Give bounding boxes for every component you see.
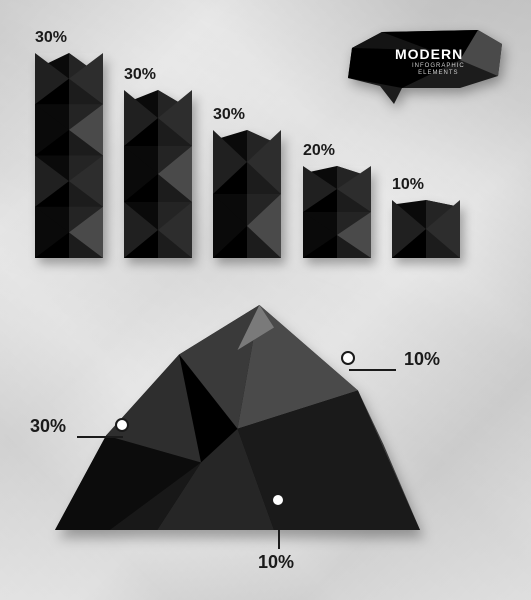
bubble-subtitle: INFOGRAPHIC ELEMENTS <box>412 63 465 77</box>
title-bubble: MODERNINFOGRAPHIC ELEMENTS <box>340 30 505 108</box>
infographic-canvas: MODERNINFOGRAPHIC ELEMENTS 30% 30% 30% 20% 1… <box>0 0 531 600</box>
callout-label-1: 10% <box>404 349 440 370</box>
bar-5 <box>392 200 460 263</box>
callout-line-3 <box>278 500 280 555</box>
pyramid-chart <box>55 305 420 535</box>
callout-line-1 <box>348 358 397 376</box>
bubble-title: MODERN <box>395 46 463 62</box>
bar-2 <box>124 90 192 263</box>
callout-dot-3 <box>271 493 285 507</box>
callout-dot-2 <box>115 418 129 432</box>
bar-label-3: 30% <box>213 106 245 124</box>
bar-1 <box>35 53 103 263</box>
bar-label-5: 10% <box>392 176 424 194</box>
callout-dot-1 <box>341 351 355 365</box>
callout-label-3: 10% <box>258 552 294 573</box>
bar-4 <box>303 166 371 263</box>
bar-label-4: 20% <box>303 142 335 160</box>
bar-3 <box>213 130 281 263</box>
bar-label-2: 30% <box>124 66 156 84</box>
callout-label-2: 30% <box>30 416 66 437</box>
bar-label-1: 30% <box>35 29 67 47</box>
